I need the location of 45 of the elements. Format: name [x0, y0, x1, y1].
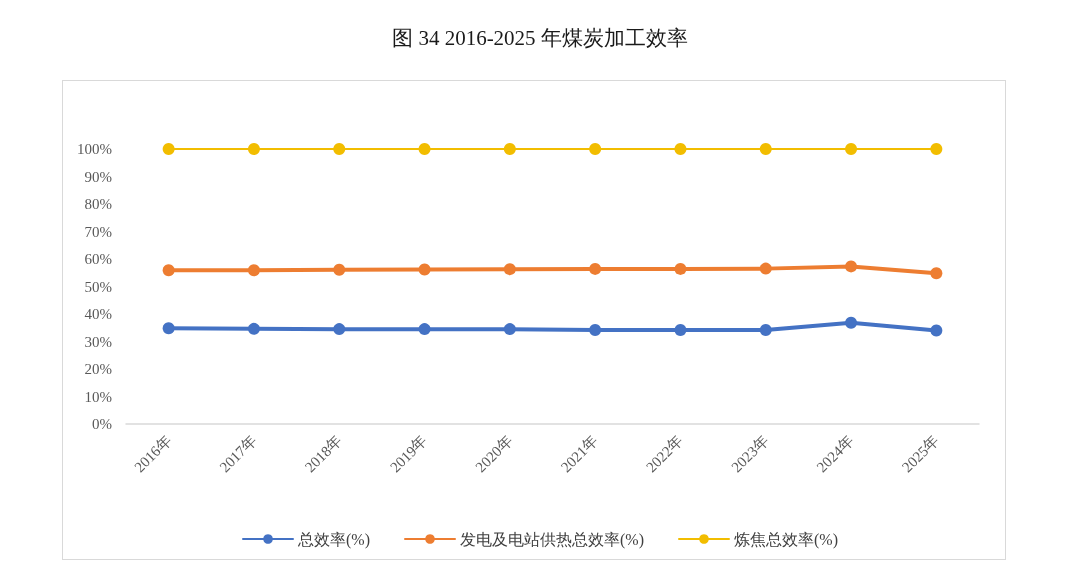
- point: [930, 267, 943, 280]
- point: [162, 322, 175, 335]
- legend-label: 总效率(%): [297, 530, 371, 549]
- point: [589, 143, 602, 155]
- chart-title: 图 34 2016-2025 年煤炭加工效率: [392, 25, 688, 50]
- y-tick-label: 10%: [84, 388, 112, 405]
- y-tick-label: 50%: [84, 278, 112, 295]
- point: [162, 143, 175, 155]
- point: [930, 324, 943, 337]
- y-tick-label: 0%: [92, 416, 112, 432]
- point: [674, 262, 687, 275]
- point: [418, 143, 431, 155]
- point: [674, 323, 687, 336]
- point: [589, 323, 602, 336]
- y-tick-label: 30%: [84, 333, 112, 350]
- point: [759, 262, 772, 275]
- point: [162, 264, 175, 277]
- y-tick-label: 20%: [84, 361, 112, 377]
- point: [845, 260, 858, 273]
- y-tick-label: 40%: [84, 306, 112, 322]
- y-tick-label: 70%: [84, 223, 112, 240]
- y-tick-label: 60%: [84, 251, 112, 267]
- point: [247, 264, 260, 277]
- point: [674, 143, 687, 155]
- point: [247, 322, 260, 335]
- point: [418, 323, 431, 336]
- point: [759, 143, 772, 155]
- point: [759, 323, 772, 336]
- point: [333, 323, 346, 336]
- y-tick-label: 80%: [84, 196, 112, 212]
- point: [845, 143, 858, 155]
- point: [503, 323, 516, 336]
- point: [589, 262, 602, 275]
- point: [247, 143, 260, 155]
- point: [930, 143, 943, 155]
- legend-label: 炼焦总效率(%): [733, 530, 838, 549]
- point: [503, 143, 516, 155]
- point: [503, 263, 516, 276]
- point: [333, 263, 346, 276]
- y-tick-label: 100%: [77, 141, 112, 157]
- point: [845, 316, 858, 329]
- point: [418, 263, 431, 276]
- legend-label: 发电及电站供热总效率(%): [460, 530, 644, 549]
- point: [333, 143, 346, 155]
- y-tick-label: 90%: [84, 168, 112, 185]
